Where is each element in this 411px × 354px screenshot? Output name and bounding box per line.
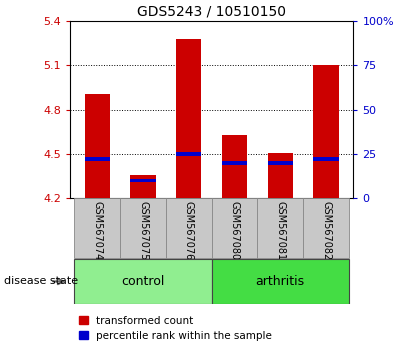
Bar — [74, 259, 212, 303]
Bar — [212, 259, 349, 303]
Text: GSM567082: GSM567082 — [321, 201, 331, 260]
Bar — [314, 157, 339, 161]
Legend: transformed count, percentile rank within the sample: transformed count, percentile rank withi… — [75, 312, 276, 345]
Text: control: control — [121, 275, 165, 288]
Bar — [222, 135, 247, 198]
Bar — [268, 153, 293, 198]
Bar — [314, 65, 339, 198]
Bar — [130, 178, 156, 182]
Bar — [257, 198, 303, 258]
Bar — [268, 161, 293, 165]
Title: GDS5243 / 10510150: GDS5243 / 10510150 — [137, 5, 286, 19]
Bar — [222, 161, 247, 165]
Text: disease state: disease state — [4, 276, 78, 286]
Text: arthritis: arthritis — [256, 275, 305, 288]
Text: GSM567081: GSM567081 — [275, 201, 285, 260]
Bar — [85, 157, 110, 161]
Bar — [166, 198, 212, 258]
Text: GSM567074: GSM567074 — [92, 201, 102, 260]
Text: GSM567076: GSM567076 — [184, 201, 194, 260]
Bar — [176, 152, 201, 156]
Text: GSM567075: GSM567075 — [138, 201, 148, 260]
Bar — [130, 175, 156, 198]
Bar — [120, 198, 166, 258]
Bar — [85, 93, 110, 198]
Bar — [176, 39, 201, 198]
Bar — [212, 198, 257, 258]
Bar — [74, 198, 120, 258]
Text: GSM567080: GSM567080 — [229, 201, 240, 260]
Bar — [303, 198, 349, 258]
